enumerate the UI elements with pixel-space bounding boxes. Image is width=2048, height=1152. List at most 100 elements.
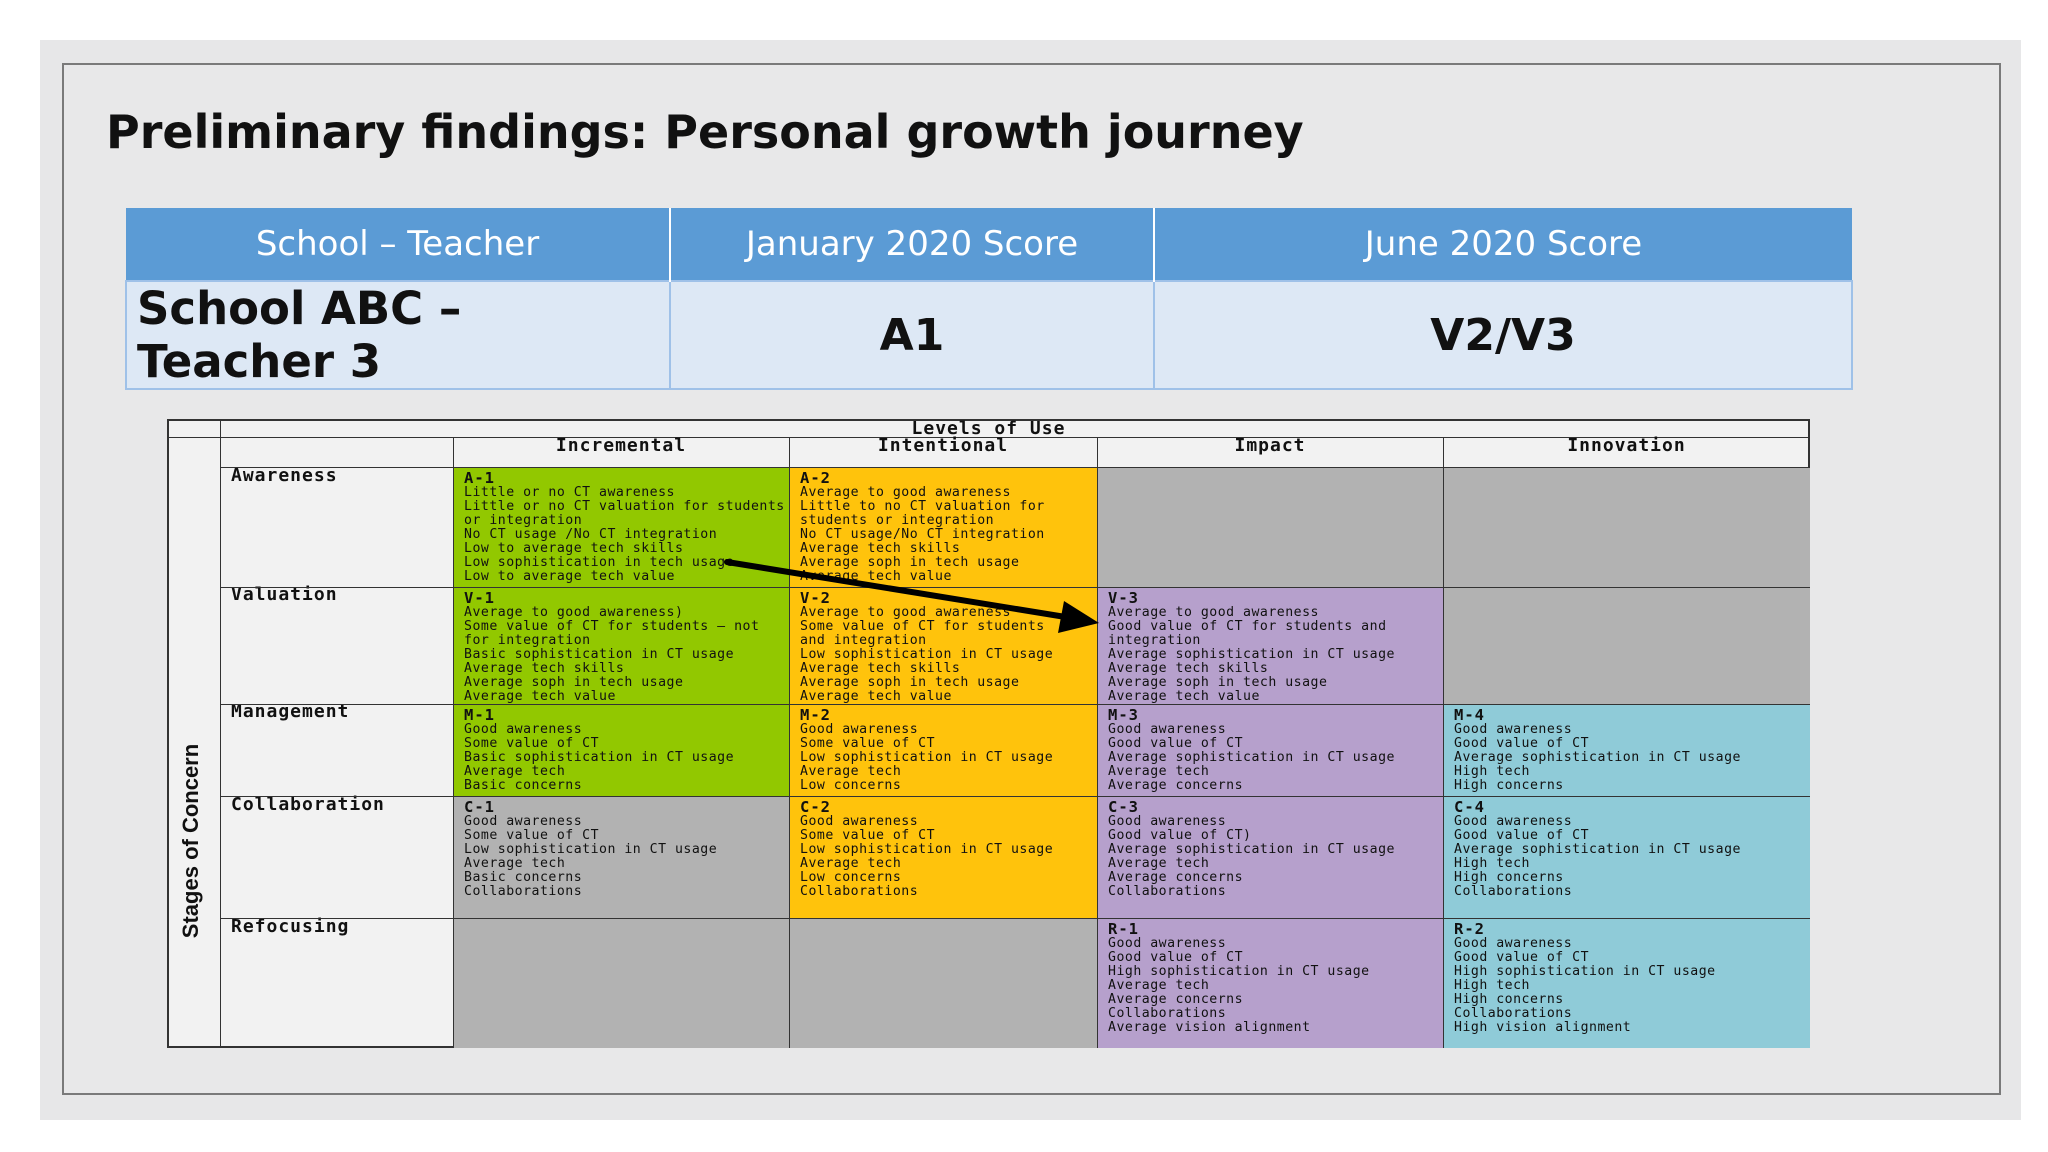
cell-m3: M-3 Good awareness Good value of CT Aver… <box>1097 704 1443 796</box>
cell-line: High concerns <box>1454 870 1564 885</box>
cell-code: M-4 <box>1454 706 1485 724</box>
cell-line: Basic concerns <box>464 870 583 885</box>
cell-line: Low sophistication in tech usage <box>464 555 735 570</box>
cell-line: Some value of CT <box>800 736 936 751</box>
cell-code: A-2 <box>800 469 831 487</box>
cell-line: Average concerns <box>1108 870 1244 885</box>
cell-line: Good value of CT for students and <box>1108 619 1387 634</box>
cell-line: Good value of CT <box>1454 828 1590 843</box>
cell-line: Good value of CT) <box>1108 828 1252 843</box>
cell-line: Collaborations <box>1454 1006 1573 1021</box>
column-header-impact: Impact <box>1234 435 1306 456</box>
arrow-line <box>724 559 1087 623</box>
cell-v2: V-2 Average to good awareness Some value… <box>789 587 1097 704</box>
cell-line: Average tech <box>1108 764 1210 779</box>
cell-line: High tech <box>1454 978 1530 993</box>
cell-code: M-3 <box>1108 706 1139 724</box>
cell-line: students or integration <box>800 513 995 528</box>
cell-empty <box>1097 467 1443 587</box>
row-header-collaboration: Collaboration <box>231 794 385 815</box>
cell-line: Average to good awareness) <box>464 605 684 620</box>
score-table-row: School ABC – Teacher 3 A1 V2/V3 <box>125 280 1853 390</box>
cell-line: Average tech skills <box>800 661 961 676</box>
cell-line: Average concerns <box>1108 778 1244 793</box>
cell-line: Some value of CT <box>464 828 600 843</box>
levels-of-use-matrix: Levels of Use Incremental Intentional Im… <box>167 418 1810 1048</box>
divider <box>789 437 790 467</box>
cell-line: Average tech <box>800 764 902 779</box>
divider <box>1443 437 1444 467</box>
cell-line: or integration <box>464 513 583 528</box>
cell-line: Low to average tech skills <box>464 541 684 556</box>
cell-code: M-2 <box>800 706 831 724</box>
cell-line: Collaborations <box>1108 884 1227 899</box>
cell-line: and integration <box>800 633 927 648</box>
cell-a2: A-2 Average to good awareness Little to … <box>789 467 1097 587</box>
cell-empty <box>789 918 1097 1048</box>
header-school-teacher: School – Teacher <box>126 208 671 281</box>
cell-line: Good value of CT <box>1454 950 1590 965</box>
cell-empty <box>453 918 789 1048</box>
column-header-intentional: Intentional <box>877 435 1009 456</box>
cell-code: C-2 <box>800 798 831 816</box>
cell-v3: V-3 Average to good awareness Good value… <box>1097 587 1443 704</box>
cell-line: Average tech skills <box>1108 661 1269 676</box>
divider <box>220 421 221 1048</box>
divider <box>220 704 453 705</box>
cell-line: Good awareness <box>1108 936 1227 951</box>
score-table-header-row: School – Teacher January 2020 Score June… <box>126 208 1852 281</box>
divider <box>453 437 454 467</box>
cell-line: Average tech <box>1108 978 1210 993</box>
cell-line: Good awareness <box>800 722 919 737</box>
cell-line: Low to average tech value <box>464 569 675 584</box>
cell-january-score: A1 <box>669 280 1155 390</box>
header-january-score: January 2020 Score <box>670 208 1155 281</box>
cell-code: A-1 <box>464 469 495 487</box>
cell-line: Low concerns <box>800 778 902 793</box>
cell-c3: C-3 Good awareness Good value of CT) Ave… <box>1097 796 1443 918</box>
cell-line: Average sophistication in CT usage <box>1108 647 1395 662</box>
cell-empty <box>1443 587 1810 704</box>
cell-line: Little to no CT valuation for <box>800 499 1045 514</box>
cell-code: R-2 <box>1454 920 1485 938</box>
cell-line: Low sophistication in CT usage <box>800 647 1054 662</box>
cell-line: Some value of CT <box>800 828 936 843</box>
cell-line: Average tech skills <box>800 541 961 556</box>
cell-line: Basic sophistication in CT usage <box>464 647 735 662</box>
cell-a1: A-1 Little or no CT awareness Little or … <box>453 467 789 587</box>
cell-code: R-1 <box>1108 920 1139 938</box>
slide-title: Preliminary findings: Personal growth jo… <box>106 105 1304 159</box>
cell-line: Good awareness <box>1108 722 1227 737</box>
growth-arrow <box>724 559 1099 633</box>
cell-line: Average sophistication in CT usage <box>1454 842 1741 857</box>
cell-line: Good value of CT <box>1108 950 1244 965</box>
cell-line: Good awareness <box>1454 936 1573 951</box>
arrow-head <box>1058 601 1099 633</box>
cell-line: No CT usage/No CT integration <box>800 527 1045 542</box>
cell-line: Average concerns <box>1108 992 1244 1007</box>
cell-line: Average soph in tech usage <box>800 675 1020 690</box>
cell-june-score: V2/V3 <box>1153 280 1853 390</box>
cell-line: Average tech <box>464 856 566 871</box>
cell-v1: V-1 Average to good awareness) Some valu… <box>453 587 789 704</box>
divider <box>220 918 453 919</box>
levels-of-use-title: Levels of Use <box>911 418 1066 439</box>
cell-r2: R-2 Good awareness Good value of CT High… <box>1443 918 1810 1048</box>
divider <box>1097 437 1098 467</box>
cell-line: Some value of CT for students – not <box>464 619 760 634</box>
row-header-valuation: Valuation <box>231 584 338 605</box>
cell-line: integration <box>1108 633 1201 648</box>
cell-line: Collaborations <box>800 884 919 899</box>
divider <box>169 437 220 438</box>
cell-code: C-4 <box>1454 798 1485 816</box>
header-june-score: June 2020 Score <box>1154 208 1852 281</box>
cell-line: Average sophistication in CT usage <box>1108 750 1395 765</box>
cell-line: Average soph in tech usage <box>1108 675 1328 690</box>
cell-line: Collaborations <box>1108 1006 1227 1021</box>
cell-line: for integration <box>464 633 591 648</box>
cell-code: V-1 <box>464 589 495 607</box>
cell-c4: C-4 Good awareness Good value of CT Aver… <box>1443 796 1810 918</box>
cell-line: Average soph in tech usage <box>800 555 1020 570</box>
cell-c1: C-1 Good awareness Some value of CT Low … <box>453 796 789 918</box>
cell-m1: M-1 Good awareness Some value of CT Basi… <box>453 704 789 796</box>
